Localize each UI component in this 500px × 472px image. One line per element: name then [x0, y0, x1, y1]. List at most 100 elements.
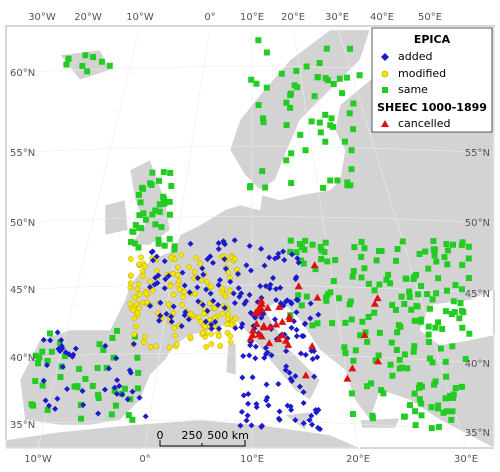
added-marker [54, 395, 61, 402]
same-marker [95, 395, 102, 402]
same-marker [443, 240, 450, 247]
lat-label: 40°N [465, 359, 490, 370]
same-marker [449, 241, 456, 248]
lat-label: 50°N [10, 218, 35, 229]
same-marker [303, 63, 310, 70]
same-marker [322, 111, 329, 118]
cancelled-marker [249, 326, 258, 334]
added-marker [289, 251, 296, 258]
same-marker [135, 244, 142, 251]
same-marker [375, 247, 382, 254]
added-marker [257, 283, 264, 290]
modified-marker [178, 252, 185, 258]
cancelled-marker [257, 296, 266, 304]
same-marker [448, 416, 455, 423]
same-marker [393, 257, 400, 264]
same-marker [346, 110, 353, 117]
added-marker [252, 343, 259, 350]
modified-marker [131, 331, 137, 338]
same-marker [317, 129, 324, 136]
same-marker [430, 238, 437, 245]
same-marker [442, 395, 449, 402]
same-marker [387, 361, 394, 368]
legend-symbol [381, 53, 389, 61]
same-marker [134, 354, 141, 361]
same-marker [132, 222, 139, 229]
cancelled-marker [278, 317, 287, 325]
modified-marker [179, 302, 185, 308]
same-marker [314, 74, 321, 81]
modified-marker [141, 333, 148, 340]
same-marker [404, 365, 411, 372]
same-marker [46, 330, 53, 337]
same-marker [74, 383, 81, 390]
same-marker [417, 318, 424, 325]
same-marker [287, 237, 294, 244]
cancelled-marker [284, 340, 293, 348]
added-marker [208, 321, 215, 328]
same-marker [456, 315, 463, 322]
modified-marker [176, 286, 183, 293]
added-marker [162, 276, 169, 283]
same-marker [309, 241, 316, 248]
added-marker [43, 362, 50, 369]
same-marker [323, 294, 330, 301]
same-marker [314, 320, 321, 327]
same-marker [439, 325, 446, 332]
added-marker [200, 271, 207, 278]
same-marker [35, 360, 42, 367]
added-marker [207, 290, 214, 297]
same-marker [98, 58, 105, 65]
cancelled-marker [254, 309, 263, 317]
modified-marker [208, 341, 215, 347]
same-marker [458, 383, 465, 390]
cancelled-marker [313, 293, 322, 301]
added-marker [215, 246, 222, 253]
modified-marker [204, 279, 210, 285]
added-marker [293, 326, 300, 333]
same-marker [356, 72, 363, 79]
modified-marker [171, 325, 178, 331]
same-marker [431, 381, 438, 388]
lat-label: 60°N [10, 68, 35, 79]
added-marker [130, 340, 137, 347]
cancelled-marker [257, 332, 266, 340]
modified-marker [225, 269, 232, 276]
same-marker [320, 184, 327, 191]
lon-label: 10°E [240, 454, 264, 465]
added-marker [282, 366, 289, 373]
same-marker [433, 258, 440, 265]
same-marker [130, 228, 137, 235]
modified-marker [225, 311, 232, 318]
same-marker [429, 296, 436, 303]
added-marker [284, 297, 291, 304]
added-marker [124, 396, 131, 403]
same-marker [155, 240, 162, 247]
same-marker [408, 306, 415, 313]
same-marker [259, 168, 266, 175]
same-marker [136, 212, 143, 219]
cancelled-marker [275, 302, 284, 310]
same-marker [288, 180, 295, 187]
same-marker [450, 298, 457, 305]
added-marker [157, 299, 164, 306]
cancelled-marker [286, 314, 295, 322]
added-marker [178, 323, 185, 330]
same-marker [316, 119, 323, 126]
added-marker [301, 321, 308, 328]
added-marker [105, 365, 112, 372]
modified-marker [130, 307, 137, 313]
added-marker [199, 265, 206, 272]
added-marker [168, 318, 175, 325]
same-marker [363, 383, 370, 390]
modified-marker [198, 277, 205, 283]
legend-symbol [381, 120, 389, 127]
modified-marker [139, 299, 146, 306]
cancelled-marker [360, 331, 369, 339]
added-marker [212, 318, 219, 325]
cancelled-marker [308, 342, 317, 350]
added-marker [295, 259, 302, 266]
legend-symbol [382, 87, 388, 93]
same-marker [322, 75, 329, 82]
same-marker [89, 383, 96, 390]
